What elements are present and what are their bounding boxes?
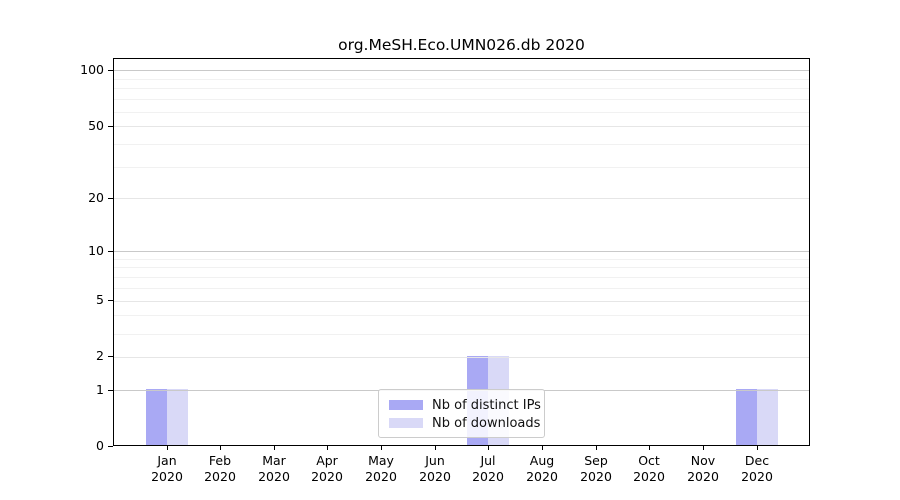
y-tick-0 [108,446,113,447]
gridline-y5 [114,301,809,302]
x-tick-jan [167,446,168,450]
x-tick-label-jul: Jul 2020 [456,453,520,484]
bar-downloads-jan [166,388,188,445]
y-tick-2 [108,356,113,357]
x-tick-apr [327,446,328,450]
legend-label-downloads: Nb of downloads [432,415,541,431]
gridline-minor-y90 [114,79,809,80]
gridline-minor-y40 [114,144,809,145]
y-tick-1 [108,390,113,391]
x-tick-year-sep: 2020 [580,468,612,484]
x-tick-year-aug: 2020 [526,468,558,484]
gridline-y50 [114,126,809,127]
x-tick-label-oct: Oct 2020 [617,453,681,484]
gridline-minor-y7 [114,277,809,278]
gridline-minor-y30 [114,167,809,168]
x-tick-label-aug: Aug 2020 [510,453,574,484]
x-tick-year-mar: 2020 [258,468,290,484]
plot-area [113,58,810,446]
y-tick-label-10: 10 [88,243,104,258]
gridline-major-y100 [114,70,809,71]
x-tick-label-nov: Nov 2020 [671,453,735,484]
legend: Nb of distinct IPs Nb of downloads [378,389,545,438]
legend-label-distinct-ips: Nb of distinct IPs [432,397,541,413]
x-tick-year-apr: 2020 [311,468,343,484]
y-tick-label-100: 100 [80,62,104,77]
x-tick-sep [596,446,597,450]
bar-distinct-ips-jan [145,388,167,445]
y-tick-label-20: 20 [88,190,104,205]
x-tick-jul [488,446,489,450]
y-tick-50 [108,126,113,127]
gridline-minor-y4 [114,315,809,316]
gridline-minor-y6 [114,288,809,289]
legend-row-downloads: Nb of downloads [389,414,540,432]
gridline-minor-y70 [114,99,809,100]
y-tick-label-5: 5 [96,292,104,307]
bar-distinct-ips-dec [735,388,757,445]
x-tick-dec [757,446,758,450]
x-tick-label-may: May 2020 [349,453,413,484]
y-tick-100 [108,70,113,71]
y-tick-10 [108,251,113,252]
gridline-minor-y80 [114,88,809,89]
gridline-y20 [114,198,809,199]
x-tick-nov [703,446,704,450]
x-tick-label-dec: Dec 2020 [725,453,789,484]
legend-swatch-downloads [389,418,423,428]
x-tick-aug [542,446,543,450]
legend-swatch-distinct-ips [389,400,423,410]
x-tick-year-oct: 2020 [633,468,665,484]
x-tick-label-feb: Feb 2020 [188,453,252,484]
x-tick-label-jun: Jun 2020 [403,453,467,484]
bar-downloads-dec [756,388,778,445]
x-tick-label-apr: Apr 2020 [295,453,359,484]
gridline-y2 [114,357,809,358]
x-tick-mar [274,446,275,450]
gridline-minor-y8 [114,267,809,268]
y-tick-5 [108,300,113,301]
chart-title: org.MeSH.Eco.UMN026.db 2020 [338,36,585,54]
x-tick-year-dec: 2020 [741,468,773,484]
x-tick-year-nov: 2020 [687,468,719,484]
y-tick-label-50: 50 [88,118,104,133]
x-tick-year-feb: 2020 [204,468,236,484]
x-tick-label-sep: Sep 2020 [564,453,628,484]
x-tick-year-may: 2020 [365,468,397,484]
y-tick-label-0: 0 [96,438,104,453]
gridline-major-y10 [114,251,809,252]
x-tick-label-mar: Mar 2020 [242,453,306,484]
x-tick-year-jan: 2020 [151,468,183,484]
y-tick-label-1: 1 [96,382,104,397]
x-tick-oct [649,446,650,450]
gridline-minor-y3 [114,334,809,335]
x-tick-feb [220,446,221,450]
gridline-minor-y9 [114,259,809,260]
y-tick-20 [108,198,113,199]
gridline-minor-y60 [114,112,809,113]
x-tick-year-jul: 2020 [472,468,504,484]
x-tick-year-jun: 2020 [419,468,451,484]
y-tick-label-2: 2 [96,348,104,363]
x-tick-may [381,446,382,450]
x-tick-jun [435,446,436,450]
x-tick-label-jan: Jan 2020 [135,453,199,484]
legend-row-distinct-ips: Nb of distinct IPs [389,396,541,414]
